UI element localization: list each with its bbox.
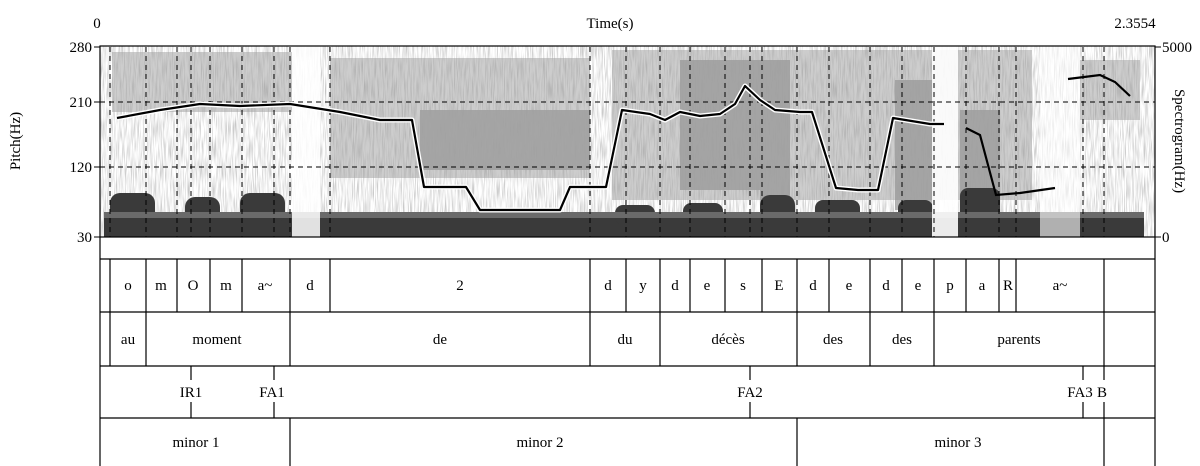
- tone-label: B: [1097, 385, 1107, 401]
- pitch-tick-280: 280: [70, 40, 93, 56]
- phone-label: d: [671, 278, 679, 294]
- tone-label: FA1: [259, 385, 285, 401]
- phone-label: a~: [258, 278, 273, 294]
- phone-tier: o m O m a~ d 2 d y d e s E d e d e p a R…: [124, 278, 1067, 294]
- time-end-label: 2.3554: [1114, 16, 1156, 32]
- word-label: au: [121, 332, 136, 348]
- phone-label: d: [882, 278, 890, 294]
- phone-label: e: [704, 278, 711, 294]
- spectrogram: [100, 46, 1155, 237]
- phone-label: e: [846, 278, 853, 294]
- word-label: du: [618, 332, 634, 348]
- tone-label: IR1: [180, 385, 203, 401]
- pitch-contour-main: [116, 84, 944, 212]
- phrase-label: minor 2: [516, 435, 563, 451]
- phone-label: m: [220, 278, 232, 294]
- phrase-label: minor 1: [172, 435, 219, 451]
- pitch-axis-label: Pitch(Hz): [8, 112, 24, 170]
- phrase-tier: minor 1 minor 2 minor 3: [172, 435, 981, 451]
- phone-label: R: [1003, 278, 1013, 294]
- word-label: moment: [192, 332, 242, 348]
- phone-label: d: [809, 278, 817, 294]
- phrase-label: minor 3: [934, 435, 981, 451]
- phone-label: p: [946, 278, 954, 294]
- phone-label: a~: [1053, 278, 1068, 294]
- pitch-tick-210: 210: [70, 95, 93, 111]
- time-start-label: 0: [93, 16, 101, 32]
- phone-label: O: [188, 278, 199, 294]
- phone-label: 2: [456, 278, 464, 294]
- tone-label: FA2: [737, 385, 763, 401]
- word-tier: au moment de du décès des des parents: [121, 332, 1041, 348]
- word-label: parents: [997, 332, 1040, 348]
- pitch-tick-120: 120: [70, 160, 93, 176]
- pitch-contour-segment-2: [965, 127, 1056, 197]
- phone-label: E: [774, 278, 783, 294]
- pitch-contour-segment-3: [1067, 73, 1131, 97]
- boundary-lines: [109, 47, 1105, 237]
- phone-label: d: [306, 278, 314, 294]
- phone-label: s: [740, 278, 746, 294]
- phone-label: m: [155, 278, 167, 294]
- word-label: des: [892, 332, 912, 348]
- pitch-tick-30: 30: [77, 230, 92, 246]
- spectrogram-axis-label: Spectrogram(Hz): [1171, 89, 1187, 193]
- tone-tier: IR1 FA1 FA2 FA3 B: [180, 385, 1107, 401]
- tone-label: FA3: [1067, 385, 1093, 401]
- time-axis-label: Time(s): [587, 16, 634, 32]
- phone-label: a: [979, 278, 986, 294]
- phone-label: y: [639, 278, 647, 294]
- phone-label: e: [915, 278, 922, 294]
- word-label: des: [823, 332, 843, 348]
- word-label: de: [433, 332, 448, 348]
- word-label: décès: [711, 332, 744, 348]
- spectrogram-tick-5000: 5000: [1162, 40, 1192, 56]
- spectrogram-tick-0: 0: [1162, 230, 1170, 246]
- phone-label: d: [604, 278, 612, 294]
- phone-label: o: [124, 278, 132, 294]
